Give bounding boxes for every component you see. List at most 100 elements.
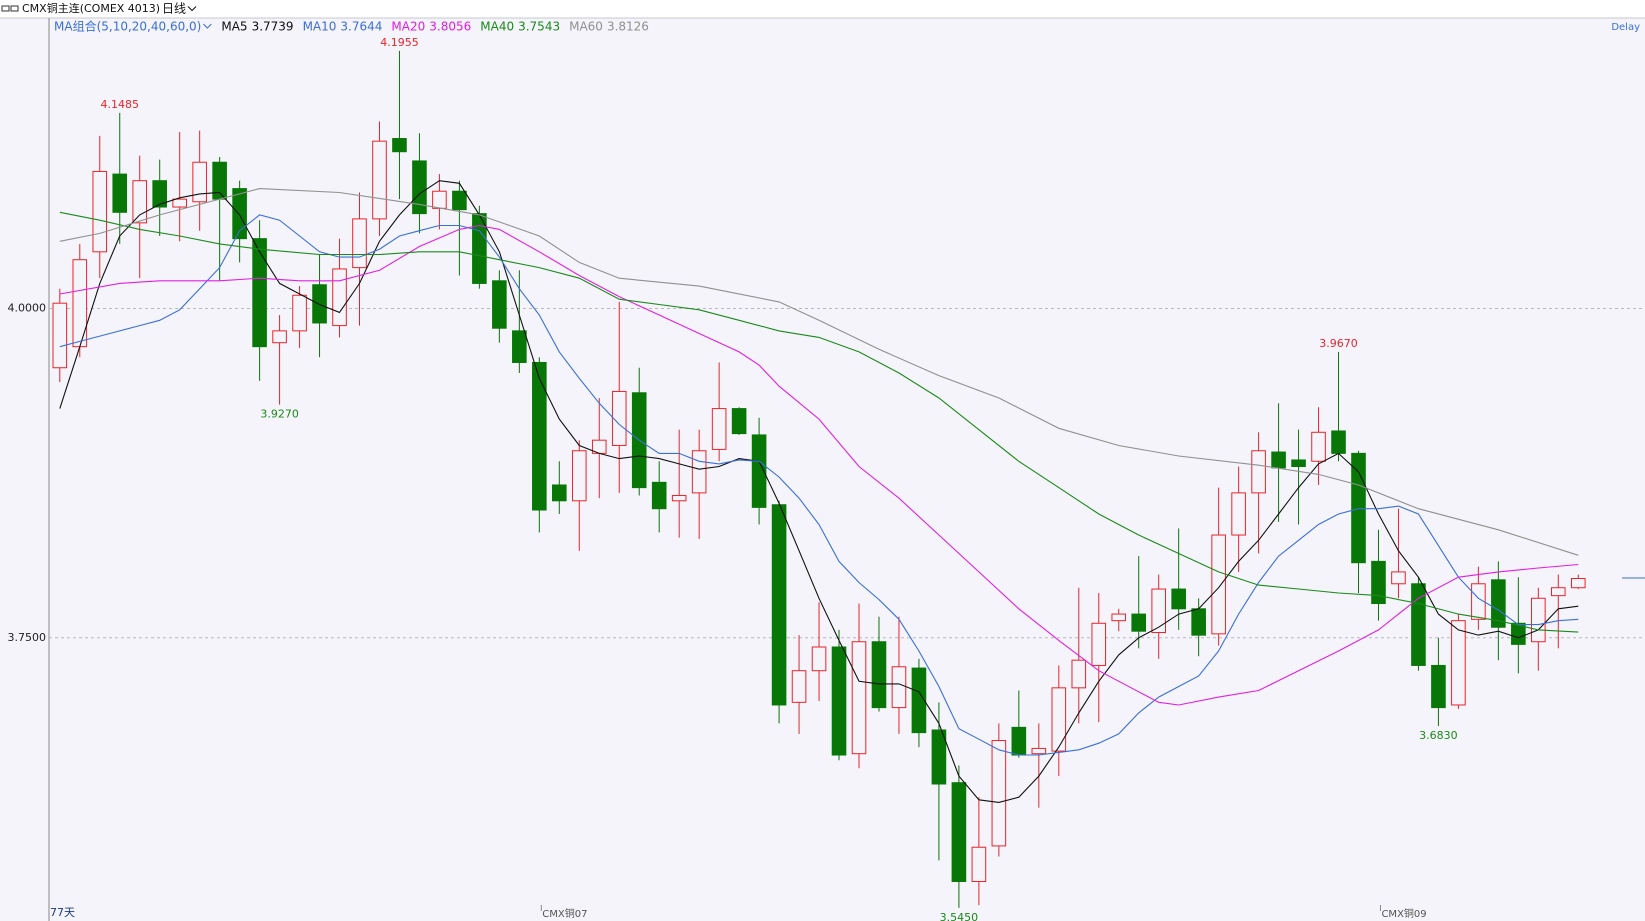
legend-value: 3.7739 — [252, 20, 294, 34]
candle-body — [1051, 687, 1067, 752]
candle-body — [1351, 452, 1366, 564]
candle-body — [931, 729, 947, 785]
candle-body — [771, 504, 787, 706]
extreme-label: 3.9270 — [260, 408, 299, 421]
candle-body — [831, 646, 847, 756]
candle-body — [651, 481, 667, 510]
candle-body — [532, 361, 547, 511]
candle-body — [392, 138, 407, 153]
candle-body — [1151, 588, 1167, 634]
extreme-label: 3.6830 — [1419, 729, 1458, 742]
candle-body — [1391, 571, 1406, 585]
ma-group[interactable]: MA组合(5,10,20,40,60,0) — [54, 19, 201, 34]
candle-body — [1570, 578, 1586, 589]
delay-label: Delay — [1611, 22, 1640, 33]
candle-body — [1491, 579, 1506, 628]
candle-body — [871, 641, 887, 709]
candle-body — [1211, 534, 1226, 635]
candle-body — [1031, 747, 1047, 755]
legend-value: 3.7543 — [518, 20, 560, 34]
candle-body — [671, 495, 687, 502]
candle-body — [332, 268, 347, 327]
legend-name: MA5 — [221, 20, 247, 34]
candle-body — [1531, 597, 1546, 643]
candle-body — [991, 740, 1007, 847]
candle-body — [52, 302, 68, 369]
candle-body — [1091, 622, 1107, 666]
candle-body — [691, 450, 707, 494]
candle-body — [891, 666, 907, 709]
x-tick-label: CMX铜07 — [542, 908, 587, 920]
candle-body — [1311, 431, 1326, 462]
candle-body — [751, 434, 767, 508]
candle-body — [1071, 659, 1087, 689]
x-tick-label: CMX铜09 — [1381, 908, 1426, 920]
header-icon — [1, 5, 19, 12]
candle-body — [72, 259, 88, 348]
legend-name: MA20 — [391, 20, 425, 34]
candle-body — [212, 161, 227, 200]
y-tick-label: 4.0000 — [8, 301, 47, 314]
header-bar — [0, 0, 1645, 18]
candles — [52, 50, 1586, 908]
candle-body — [92, 170, 108, 253]
legend-value: 3.7644 — [340, 20, 382, 34]
candle-body — [272, 330, 287, 344]
legend-name: MA10 — [303, 20, 337, 34]
candle-body — [1131, 613, 1147, 632]
candle-body — [352, 218, 367, 269]
chart-title[interactable]: CMX铜主连(COMEX 4013) — [22, 1, 160, 15]
legend-value: 3.8056 — [429, 20, 471, 34]
ma-line — [59, 180, 1579, 803]
candle-body — [1431, 664, 1446, 709]
candle-body — [851, 641, 867, 755]
candle-body — [1231, 492, 1246, 536]
ma-line — [59, 214, 1579, 756]
candle-body — [552, 484, 567, 502]
candle-body — [611, 390, 627, 446]
candle-body — [112, 173, 128, 213]
candle-body — [312, 284, 327, 324]
ma-line — [59, 224, 1579, 706]
candle-body — [1511, 622, 1526, 645]
ma-line — [59, 188, 1579, 556]
dropdown-chevron[interactable] — [187, 6, 197, 12]
candle-body — [951, 782, 967, 882]
candle-body — [1551, 587, 1566, 597]
candle-body — [1471, 583, 1486, 620]
candle-body — [731, 408, 747, 435]
candle-body — [132, 180, 148, 224]
candle-body — [512, 330, 527, 363]
extreme-label: 3.9670 — [1319, 337, 1358, 350]
candle-body — [1291, 459, 1306, 468]
extreme-label: 4.1485 — [100, 98, 139, 111]
candle-body — [492, 280, 507, 329]
period-selector[interactable]: 日线 — [162, 2, 186, 16]
candle-body — [1011, 726, 1027, 756]
candle-body — [1331, 430, 1346, 454]
candle-body — [372, 140, 387, 220]
candle-body — [432, 190, 447, 209]
candle-body — [152, 180, 167, 208]
y-tick-label: 3.7500 — [8, 631, 47, 644]
candle-body — [1371, 560, 1386, 605]
candle-body — [811, 646, 827, 672]
candle-body — [1451, 620, 1466, 706]
candle-body — [252, 238, 267, 348]
candle-body — [412, 160, 427, 215]
legend-name: MA40 — [480, 20, 514, 34]
ma-line — [59, 211, 1579, 633]
count-label: 77天 — [50, 906, 75, 919]
candle-body — [971, 846, 987, 882]
candle-body — [472, 213, 487, 284]
legend-name: MA60 — [569, 20, 603, 34]
dropdown-chevron[interactable] — [203, 23, 212, 29]
candle-body — [1171, 588, 1186, 610]
candle-body — [192, 161, 207, 203]
candle-body — [911, 667, 927, 734]
candle-body — [571, 450, 587, 502]
candle-body — [1191, 608, 1206, 636]
